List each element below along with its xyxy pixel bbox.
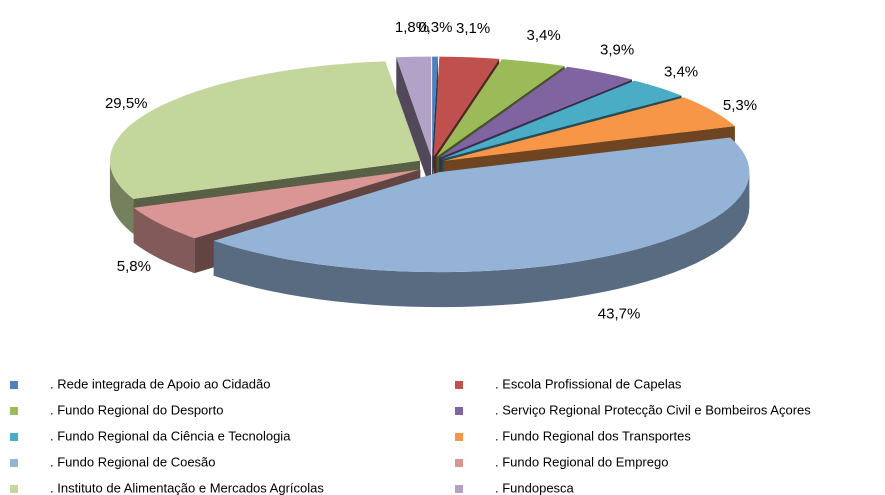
legend-swatch xyxy=(10,381,18,389)
slice-top xyxy=(436,59,565,158)
slice-top xyxy=(109,61,420,199)
legend-swatch xyxy=(455,433,463,441)
legend-label: . Serviço Regional Protecção Civil e Bom… xyxy=(495,402,811,417)
slice-top xyxy=(133,169,421,239)
data-label: 0,3% xyxy=(418,19,452,36)
legend-swatch xyxy=(455,459,463,467)
slice xyxy=(396,56,432,192)
slice xyxy=(213,137,750,308)
legend-label: . Fundo Regional do Desporto xyxy=(50,402,223,417)
data-label: 43,7% xyxy=(598,306,641,323)
legend-swatch xyxy=(10,459,18,467)
slice-side xyxy=(396,57,432,192)
legend-label: . Fundopesca xyxy=(495,480,575,495)
data-label: 1,8% xyxy=(395,19,429,36)
slice-top xyxy=(441,80,682,160)
legend-label: . Instituto de Alimentação e Mercados Ag… xyxy=(50,480,324,495)
slice xyxy=(432,56,438,192)
slice-top xyxy=(444,97,735,161)
slice-top xyxy=(213,137,750,273)
data-label: 3,4% xyxy=(527,27,561,44)
legend-label: . Fundo Regional de Coesão xyxy=(50,454,216,469)
slice-wall xyxy=(133,207,195,274)
legend-label: . Fundo Regional do Emprego xyxy=(495,454,668,469)
legend-label: . Rede integrada de Apoio ao Cidadão xyxy=(50,376,270,391)
legend-label: . Fundo Regional da Ciência e Tecnologia xyxy=(50,428,291,443)
data-label: 5,3% xyxy=(723,97,757,114)
legend-swatch xyxy=(10,433,18,441)
legend-swatch xyxy=(10,407,18,415)
slice-top xyxy=(396,56,432,157)
legend-swatch xyxy=(455,485,463,493)
slice-wall xyxy=(109,160,134,234)
data-label: 3,1% xyxy=(456,20,490,37)
legend-swatch xyxy=(455,407,463,415)
slice-top xyxy=(432,56,438,157)
data-label: 5,8% xyxy=(117,258,151,275)
slice-side xyxy=(432,56,438,192)
legend-swatch xyxy=(10,485,18,493)
legend-label: . Fundo Regional dos Transportes xyxy=(495,428,691,443)
slice-top xyxy=(439,66,633,158)
slice-wall xyxy=(213,172,750,308)
slice-top xyxy=(433,56,500,157)
legend-swatch xyxy=(455,381,463,389)
data-label: 3,4% xyxy=(664,64,698,81)
data-label: 3,9% xyxy=(600,42,634,59)
legend-label: . Escola Profissional de Capelas xyxy=(495,376,682,391)
data-label: 29,5% xyxy=(105,95,148,112)
